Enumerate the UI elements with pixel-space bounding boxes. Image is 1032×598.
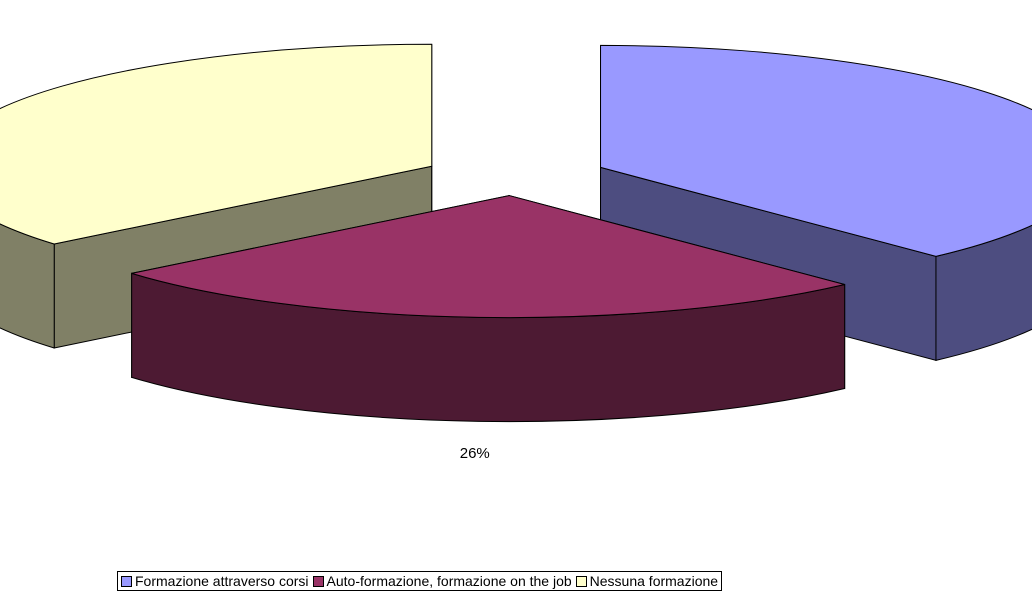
legend-item-no-training: Nessuna formazione <box>575 573 719 589</box>
legend-item-self-training: Auto-formazione, formazione on the job <box>312 573 572 589</box>
slice-labels: 36%38%26% <box>460 445 490 462</box>
legend-item-courses: Formazione attraverso corsi <box>121 573 309 589</box>
slice-wall-outer-no-training <box>0 223 55 349</box>
legend-swatch-courses <box>121 575 132 587</box>
slice-wall-outer-courses <box>935 224 1032 361</box>
legend-swatch-self-training <box>312 575 324 587</box>
legend-label-no-training: Nessuna formazione <box>589 573 719 589</box>
legend-label-courses: Formazione attraverso corsi <box>135 573 309 589</box>
legend-label-self-training: Auto-formazione, formazione on the job <box>326 573 572 589</box>
slice-top-self-training <box>131 195 845 319</box>
slice-tops <box>0 43 1032 319</box>
legend: Formazione attraverso corsi Auto-formazi… <box>117 571 723 591</box>
legend-swatch-no-training <box>575 575 587 587</box>
slice-top-no-training <box>0 43 433 245</box>
slice-top-courses <box>600 44 1032 257</box>
slice-label-self-training: 26% <box>460 445 490 462</box>
